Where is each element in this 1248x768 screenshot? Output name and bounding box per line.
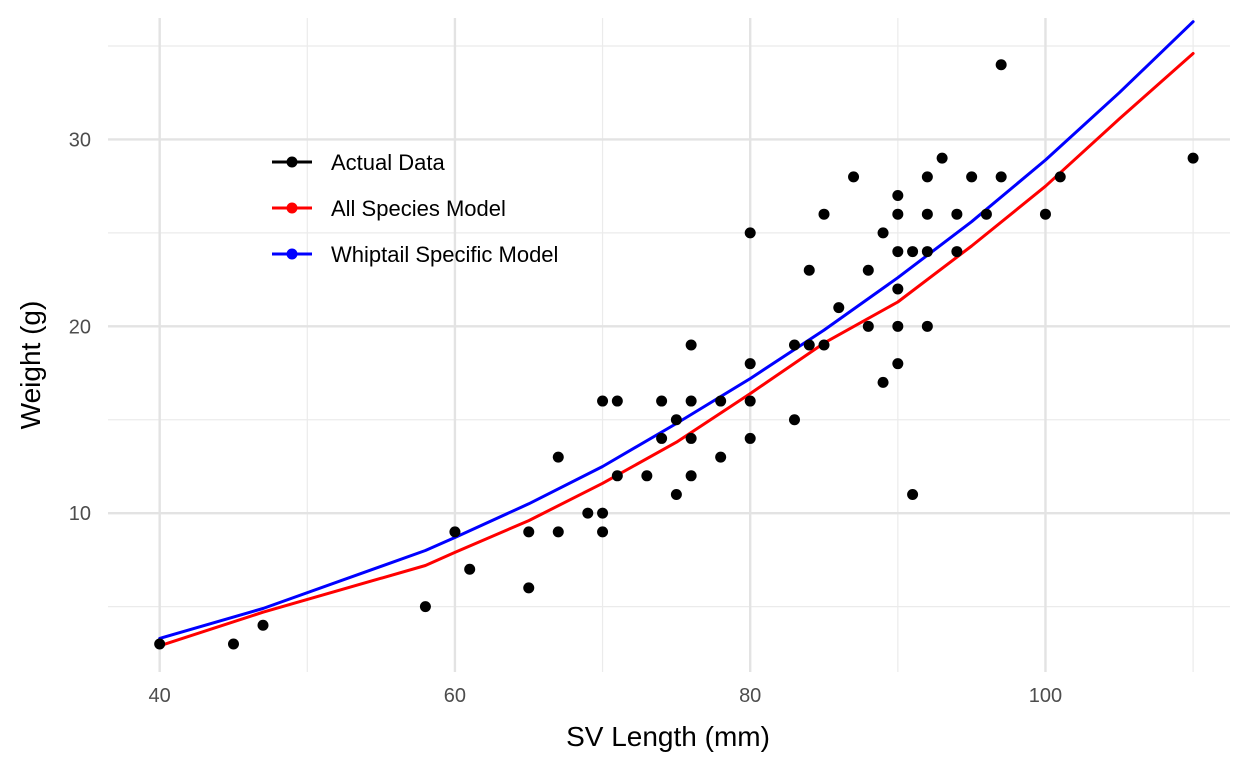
data-point [862, 264, 874, 276]
data-point [803, 264, 815, 276]
data-point [892, 190, 904, 202]
y-axis-tick-labels: 10 20 30 [69, 129, 91, 525]
data-point [995, 171, 1007, 183]
data-point [611, 470, 623, 482]
data-point [597, 526, 609, 538]
data-points [154, 59, 1199, 650]
data-point [552, 526, 564, 538]
y-tick-label: 20 [69, 316, 91, 338]
data-point [670, 414, 682, 426]
legend: Actual Data All Species Model Whiptail Spe… [272, 150, 558, 267]
data-point [966, 171, 978, 183]
data-point [921, 208, 933, 220]
data-point [611, 395, 623, 407]
data-point [818, 339, 830, 351]
y-tick-label: 30 [69, 129, 91, 151]
data-point [523, 526, 535, 538]
data-point [907, 488, 919, 500]
data-point [877, 376, 889, 388]
x-tick-label: 40 [149, 685, 171, 707]
y-axis-title: Weight (g) [15, 301, 46, 430]
data-point [656, 395, 668, 407]
data-point [715, 395, 727, 407]
whiptail-specific-model-line [158, 20, 1195, 640]
data-point [1054, 171, 1066, 183]
x-tick-label: 60 [444, 685, 466, 707]
data-point [744, 358, 756, 370]
data-point [670, 488, 682, 500]
data-point [641, 470, 653, 482]
data-point [744, 432, 756, 444]
data-point [685, 395, 697, 407]
data-point [685, 339, 697, 351]
data-point [582, 507, 594, 519]
data-point [419, 601, 431, 613]
data-point [788, 339, 800, 351]
data-point [1039, 208, 1051, 220]
data-point [744, 227, 756, 239]
legend-key-point [286, 248, 298, 260]
data-point [552, 451, 564, 463]
legend-key-point [286, 156, 298, 168]
model-lines [158, 20, 1195, 648]
legend-item: Actual Data [272, 150, 445, 175]
data-point [715, 451, 727, 463]
data-point [597, 395, 609, 407]
x-tick-label: 100 [1029, 685, 1062, 707]
data-point [892, 283, 904, 295]
data-point [892, 320, 904, 332]
data-point [848, 171, 860, 183]
data-point [921, 320, 933, 332]
data-point [685, 470, 697, 482]
data-point [818, 208, 830, 220]
minor-gridlines [108, 18, 1230, 672]
data-point [833, 302, 845, 314]
data-point [892, 358, 904, 370]
legend-item: Whiptail Specific Model [272, 242, 558, 267]
data-point [744, 395, 756, 407]
y-tick-label: 10 [69, 503, 91, 525]
data-point [951, 208, 963, 220]
data-point [877, 227, 889, 239]
data-point [227, 638, 239, 650]
data-point [788, 414, 800, 426]
legend-item: All Species Model [272, 196, 506, 221]
data-point [685, 432, 697, 444]
data-point [523, 582, 535, 594]
data-point [892, 208, 904, 220]
x-tick-label: 80 [739, 685, 761, 707]
data-point [803, 339, 815, 351]
data-point [1187, 152, 1199, 164]
x-axis-title: SV Length (mm) [566, 721, 770, 752]
data-point [921, 246, 933, 258]
data-point [154, 638, 166, 650]
data-point [862, 320, 874, 332]
all-species-model-line [158, 52, 1195, 648]
data-point [656, 432, 668, 444]
data-point [921, 171, 933, 183]
legend-label: All Species Model [331, 196, 506, 221]
legend-label: Actual Data [331, 150, 445, 175]
major-gridlines [108, 18, 1230, 672]
data-point [951, 246, 963, 258]
data-point [995, 59, 1007, 71]
data-point [257, 619, 269, 631]
x-axis-tick-labels: 40 60 80 100 [149, 685, 1063, 707]
data-point [907, 246, 919, 258]
data-point [980, 208, 992, 220]
legend-key-point [286, 202, 298, 214]
data-point [936, 152, 948, 164]
data-point [449, 526, 461, 538]
data-point [597, 507, 609, 519]
legend-label: Whiptail Specific Model [331, 242, 558, 267]
data-point [464, 563, 476, 575]
data-point [892, 246, 904, 258]
